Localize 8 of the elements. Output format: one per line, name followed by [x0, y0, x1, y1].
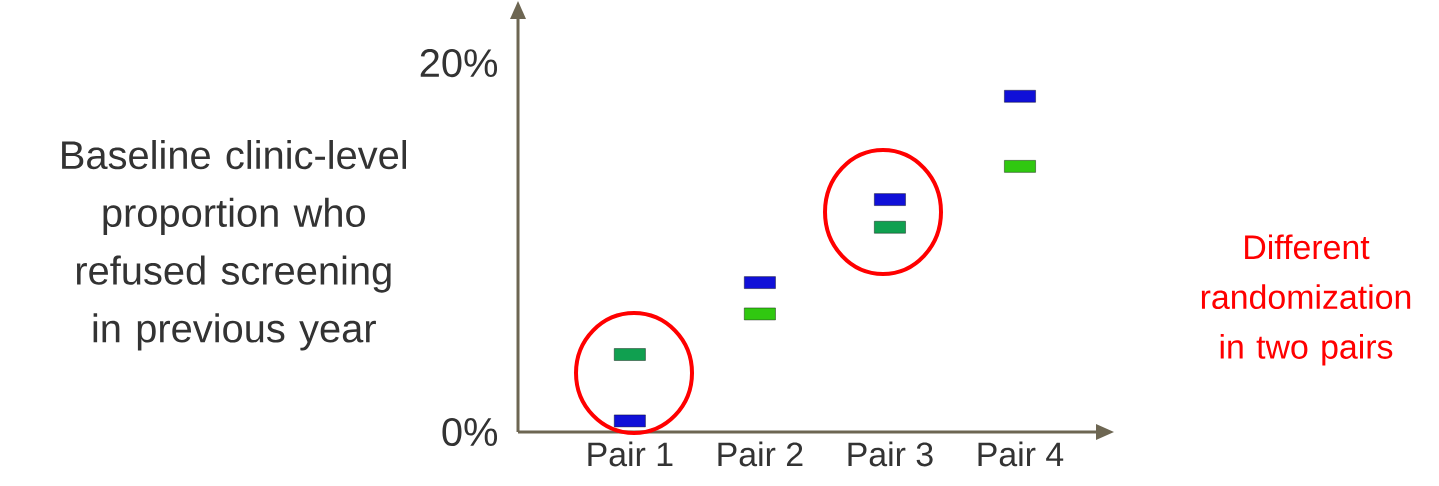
x-tick-label: Pair 2 — [718, 441, 803, 467]
y-tick-label: 0% — [442, 417, 498, 447]
x-tick-label: Pair 1 — [588, 441, 673, 467]
text: Different randomization in two pairs — [1201, 234, 1411, 366]
x-tick-label: Pair 4 — [978, 441, 1064, 467]
x-tick-label: Pair 3 — [848, 441, 933, 467]
y-tick-label: 20% — [420, 48, 498, 78]
y-axis-title: Baseline clinic-level proportion who refused screening in previous year — [62, 139, 407, 351]
